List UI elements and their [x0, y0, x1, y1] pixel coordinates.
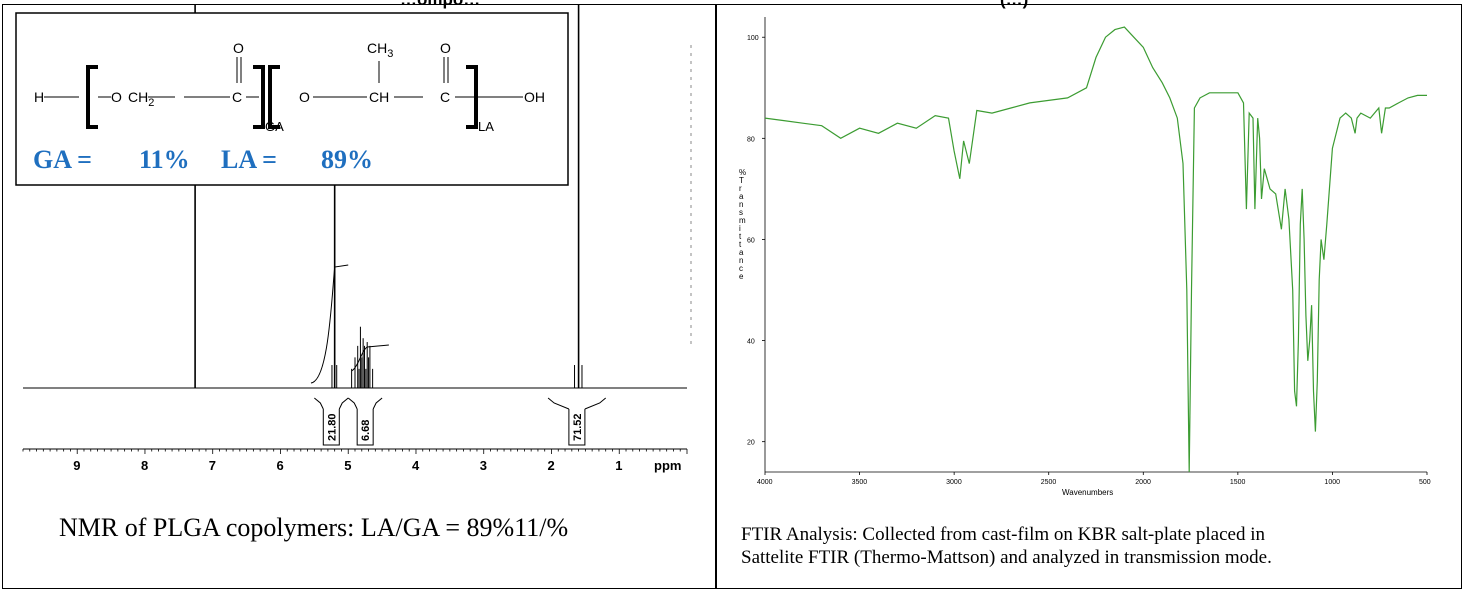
ftir-x-tick-label: 3500: [852, 479, 868, 486]
atom-o-1: O: [111, 89, 122, 105]
nmr-integral-brackets: 21.80 6.68 71.52: [314, 397, 607, 446]
nmr-tick-label: 5: [344, 458, 351, 473]
nmr-x-axis: 9 8 7 6 5 4 3 2 1: [22, 448, 688, 473]
nmr-integral-value: 71.52: [572, 413, 584, 441]
ftir-x-tick-label: 500: [1419, 479, 1431, 486]
ftir-chart: 20 40 60 80 100 4000 3500 3000 2500 2000 1500 1000…: [739, 17, 1431, 497]
ftir-x-tick-label: 1500: [1230, 479, 1246, 486]
nmr-cell: 21.80 6.68 71.52 9 8 7 6 5 4 3 2 1 ppm: [2, 4, 716, 589]
ftir-y-tick-label: 40: [747, 339, 755, 346]
nmr-integral-bracket: [347, 397, 383, 446]
subscript-ga: GA: [265, 119, 284, 134]
ftir-y-tick-label: 80: [747, 136, 755, 143]
ftir-x-tick-label: 3000: [946, 479, 962, 486]
atom-ch: CH: [369, 89, 389, 105]
nmr-integral-curve-2: [351, 344, 389, 372]
nmr-tick-label: 7: [209, 458, 216, 473]
ftir-x-ticks: 4000 3500 3000 2500 2000 1500 1000 500: [757, 472, 1431, 486]
atom-carbonyl-o-2: O: [440, 40, 451, 56]
nmr-integral-curve-1: [310, 264, 349, 384]
nmr-tick-label: 1: [615, 458, 622, 473]
atom-carbonyl-o-1: O: [233, 40, 244, 56]
nmr-caption: NMR of PLGA copolymers: LA/GA = 89%11/%: [59, 513, 569, 542]
nmr-tick-label: 2: [547, 458, 554, 473]
ftir-cell: 20 40 60 80 100 4000 3500 3000 2500 2000 1500 1000…: [716, 4, 1462, 589]
nmr-integral-value: 21.80: [326, 413, 338, 441]
nmr-tick-label: 4: [412, 458, 420, 473]
nmr-integral-value: 6.68: [360, 420, 372, 441]
nmr-integral-bracket: [547, 397, 607, 446]
nmr-spectrum: [194, 5, 583, 388]
subscript-la: LA: [478, 119, 494, 134]
nmr-tick-label: 6: [276, 458, 283, 473]
nmr-tick-label: 8: [141, 458, 148, 473]
ftir-spectrum-line: [764, 26, 1427, 473]
ftir-x-tick-label: 1000: [1324, 479, 1340, 486]
ftir-y-ticks: 20 40 60 80 100: [747, 35, 765, 447]
nmr-tick-label: 3: [480, 458, 487, 473]
ftir-y-tick-label: 20: [747, 440, 755, 447]
nmr-integral-bracket: [314, 397, 349, 446]
nmr-axis-unit: ppm: [654, 458, 681, 473]
structure-box: H O CH2 C O GA O CH CH3 C O LA OH GA = 1…: [15, 12, 569, 186]
ftir-spectrum: [764, 26, 1427, 473]
la-composition-value: 89%: [321, 145, 373, 174]
atom-c-1: C: [232, 89, 242, 105]
ga-composition-label: GA =: [33, 145, 92, 174]
atom-ch3: CH3: [367, 40, 393, 60]
nmr-tick-label: 9: [73, 458, 80, 473]
ftir-y-tick-label: 100: [747, 35, 759, 42]
nmr-integral-curves: [310, 264, 389, 384]
ftir-x-tick-label: 2500: [1041, 479, 1057, 486]
ftir-y-tick-label: 60: [747, 237, 755, 244]
ftir-x-tick-label: 4000: [757, 479, 773, 486]
ftir-x-tick-label: 2000: [1135, 479, 1151, 486]
la-composition-label: LA =: [221, 145, 277, 174]
atom-h: H: [34, 89, 44, 105]
atom-ch2: CH2: [128, 89, 154, 109]
ftir-x-axis-label: Wavenumbers: [1062, 488, 1113, 497]
nmr-chart: 21.80 6.68 71.52 9 8 7 6 5 4 3 2 1 ppm: [15, 5, 692, 473]
atom-c-2: C: [440, 89, 450, 105]
ftir-caption: FTIR Analysis: Collected from cast-film …: [741, 524, 1272, 568]
ga-composition-value: 11%: [139, 145, 190, 174]
atom-oh: OH: [524, 89, 545, 105]
atom-o-2: O: [299, 89, 310, 105]
